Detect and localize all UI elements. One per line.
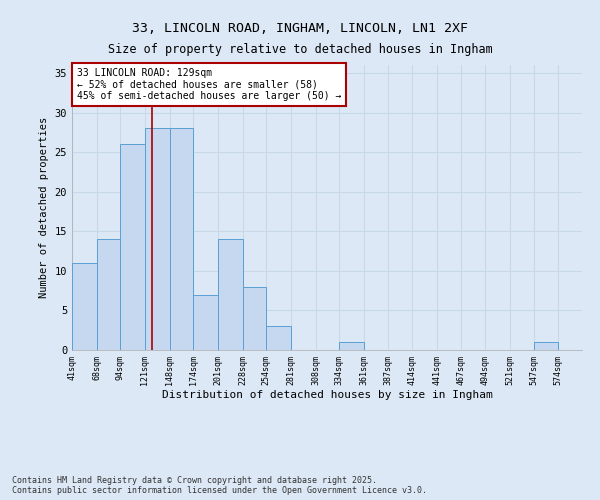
Bar (193, 294, 218, 350)
Bar (170, 128, 193, 350)
Text: Size of property relative to detached houses in Ingham: Size of property relative to detached ho… (107, 42, 493, 56)
Y-axis label: Number of detached properties: Number of detached properties (39, 117, 49, 298)
Bar (242, 286, 266, 350)
Bar (121, 144, 145, 350)
Text: Contains HM Land Registry data © Crown copyright and database right 2025.
Contai: Contains HM Land Registry data © Crown c… (12, 476, 427, 495)
Bar (340, 342, 364, 350)
Text: 33 LINCOLN ROAD: 129sqm
← 52% of detached houses are smaller (58)
45% of semi-de: 33 LINCOLN ROAD: 129sqm ← 52% of detache… (77, 68, 341, 101)
Bar (72, 263, 97, 350)
Bar (218, 239, 242, 350)
Text: 33, LINCOLN ROAD, INGHAM, LINCOLN, LN1 2XF: 33, LINCOLN ROAD, INGHAM, LINCOLN, LN1 2… (132, 22, 468, 36)
Bar (533, 342, 558, 350)
Bar (145, 128, 170, 350)
Bar (266, 326, 291, 350)
X-axis label: Distribution of detached houses by size in Ingham: Distribution of detached houses by size … (161, 390, 493, 400)
Bar (97, 239, 121, 350)
